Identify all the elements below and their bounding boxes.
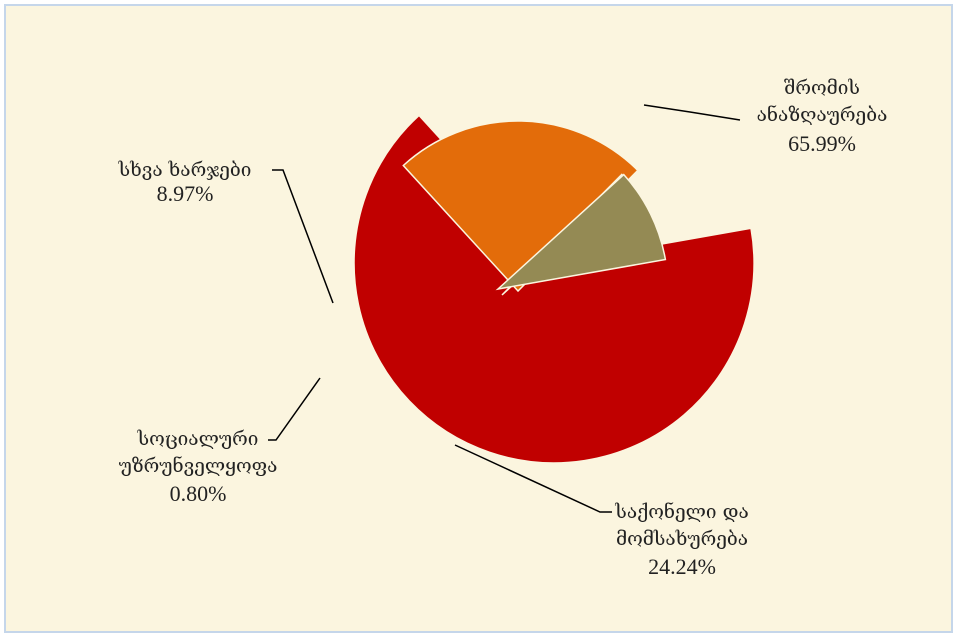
slice-label-social-security-line1: სოციალური (137, 428, 259, 450)
leader-line-other-expenses (272, 169, 334, 304)
slice-label-other-expenses: სხვა ხარჯები (118, 159, 252, 181)
slice-percent-social-security: 0.80% (170, 481, 227, 506)
leader-line-social-security (268, 377, 321, 441)
slice-label-goods-and-services-line1: საქონელი და (614, 501, 748, 523)
slice-percent-other-expenses: 8.97% (157, 181, 214, 206)
slice-percent-goods-and-services: 24.24% (648, 554, 716, 579)
leader-line-goods-and-services (454, 444, 612, 513)
slice-label-goods-and-services-line2: მომსახურება (616, 528, 748, 550)
slice-label-social-security-line2: უზრუნველყოფა (119, 455, 278, 477)
leader-line-labor-compensation (643, 104, 741, 121)
slice-goods-and-services (402, 120, 639, 293)
slice-label-labor-compensation-line2: ანაზღაურება (757, 104, 888, 126)
slice-other-expenses (495, 173, 667, 291)
slice-percent-labor-compensation: 65.99% (788, 131, 856, 156)
slice-label-labor-compensation-line1: შრომის (784, 77, 860, 99)
